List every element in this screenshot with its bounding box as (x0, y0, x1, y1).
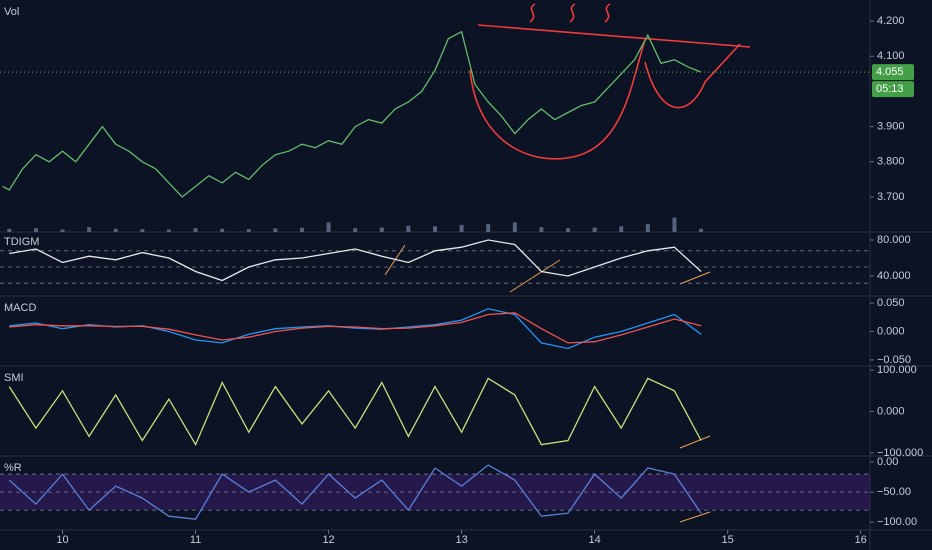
volume-bar (672, 217, 677, 232)
y-tick-label: 0.00 (877, 456, 898, 468)
series-line (2, 30, 702, 198)
y-tick-label: 4.200 (877, 15, 905, 27)
trend-line (679, 271, 711, 285)
y-tick-label: −100.00 (877, 516, 917, 528)
volume-bar (353, 228, 358, 232)
series-line (9, 239, 702, 282)
squiggle (569, 3, 576, 23)
volume-bar (486, 224, 491, 232)
price-badge-label: 4.055 (876, 66, 904, 78)
series-line (8, 464, 702, 520)
y-tick-label: −100.000 (877, 447, 923, 459)
handle-curve (644, 43, 741, 109)
price-badge (872, 64, 914, 81)
x-tick-label: 14 (589, 534, 601, 546)
y-tick-label: 3.800 (877, 156, 905, 168)
volume-bar (379, 227, 384, 232)
series-line (9, 312, 702, 344)
x-tick-label: 16 (855, 534, 867, 546)
x-tick-label: 12 (322, 534, 334, 546)
volume-bar (619, 226, 624, 232)
panel-title: SMI (4, 372, 24, 384)
volume-bar (299, 227, 304, 232)
y-tick-label: 0.000 (877, 325, 905, 337)
trend-drawings (384, 244, 711, 523)
y-tick-label: 100.000 (877, 364, 917, 376)
volume-bar (193, 228, 198, 232)
x-tick-label: 13 (455, 534, 467, 546)
countdown-label: 05:13 (876, 83, 904, 95)
series-line (8, 377, 702, 447)
squiggle (604, 3, 611, 23)
volume-bar (246, 229, 251, 232)
panel-title: MACD (4, 302, 36, 314)
volume-bar (60, 229, 65, 232)
volume-bar (433, 226, 437, 232)
trend-line (679, 511, 711, 523)
y-tick-label: 3.900 (877, 121, 905, 133)
volume-bar (406, 225, 411, 232)
y-tick-label: −50.00 (877, 486, 911, 498)
volume-bar (273, 228, 278, 232)
volume-bar (592, 227, 597, 232)
volume-bar (87, 227, 92, 232)
volume-bar (220, 228, 225, 232)
panel-title: Vol (4, 6, 19, 18)
volume-bar (33, 228, 38, 232)
cup-handle-drawing (469, 3, 751, 160)
volume-bar (645, 224, 650, 232)
x-tick-label: 11 (190, 534, 201, 546)
y-tick-label: 4.100 (877, 50, 905, 62)
y-tick-label: −0.050 (877, 354, 911, 366)
volume-bar (166, 229, 171, 232)
volume-bar (566, 228, 571, 232)
x-tick-label: 10 (56, 534, 68, 546)
squiggle (529, 3, 536, 23)
volume-bar (512, 222, 517, 232)
volume-bar (699, 228, 704, 232)
countdown-badge (872, 81, 914, 98)
volume-bar (459, 224, 464, 232)
volume-bar (113, 228, 118, 232)
volume-bar (539, 227, 544, 232)
y-tick-label: 0.000 (877, 405, 905, 417)
trend-line (384, 244, 406, 276)
resistance-line (477, 24, 751, 48)
x-tick-label: 15 (722, 534, 734, 546)
panel-title: %R (4, 462, 22, 474)
cup-curve (469, 39, 646, 160)
y-tick-label: 40.000 (877, 270, 911, 282)
y-tick-label: 80.000 (877, 234, 911, 246)
y-tick-label: 0.050 (877, 297, 905, 309)
volume-bar (140, 229, 145, 232)
y-tick-label: 3.700 (877, 191, 905, 203)
panel-title: TDIGM (4, 236, 39, 248)
volume-bar (326, 222, 331, 232)
trend-line (509, 259, 561, 293)
volume-bar (7, 228, 12, 232)
trend-line (679, 435, 711, 449)
